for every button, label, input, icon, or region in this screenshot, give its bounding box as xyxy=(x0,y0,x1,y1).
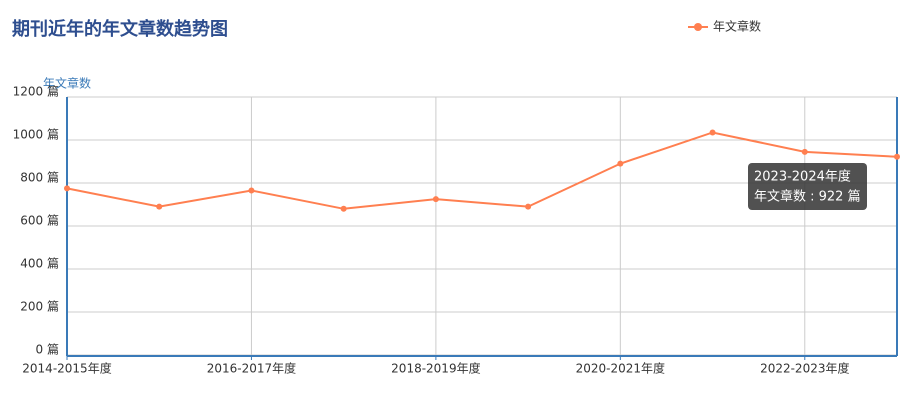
y-tick-label: 600 篇 xyxy=(20,213,59,228)
y-tick-label: 1000 篇 xyxy=(13,127,59,142)
y-tick-label: 0 篇 xyxy=(36,342,59,357)
x-tick-label: 2022-2023年度 xyxy=(760,361,849,376)
x-tick-label: 2016-2017年度 xyxy=(207,361,296,376)
data-point xyxy=(64,185,70,192)
legend-label: 年文章数 xyxy=(713,19,761,34)
data-point xyxy=(709,129,716,136)
x-tick-label: 2020-2021年度 xyxy=(576,361,665,376)
data-point xyxy=(525,203,532,210)
legend-marker xyxy=(694,23,702,31)
data-point xyxy=(894,153,900,160)
chart-title: 期刊近年的年文章数趋势图 xyxy=(12,18,228,40)
x-tick-label: 2018-2019年度 xyxy=(391,361,480,376)
y-axis-name: 年文章数 xyxy=(43,76,91,91)
y-tick-label: 200 篇 xyxy=(20,299,59,314)
y-tick-label: 1200 篇 xyxy=(13,84,59,99)
data-point xyxy=(248,187,255,194)
data-point xyxy=(617,160,624,167)
x-tick-label: 2014-2015年度 xyxy=(22,361,111,376)
tooltip-title: 2023-2024年度 xyxy=(754,169,851,185)
tooltip-text: 年文章数 : 922 篇 xyxy=(754,189,861,205)
y-tick-label: 800 篇 xyxy=(20,170,59,185)
y-tick-label: 400 篇 xyxy=(20,256,59,271)
data-point xyxy=(340,205,347,212)
data-point xyxy=(432,196,439,203)
data-point xyxy=(156,203,163,210)
data-point xyxy=(801,148,808,155)
tooltip-box xyxy=(748,163,867,210)
series-line xyxy=(66,131,898,210)
